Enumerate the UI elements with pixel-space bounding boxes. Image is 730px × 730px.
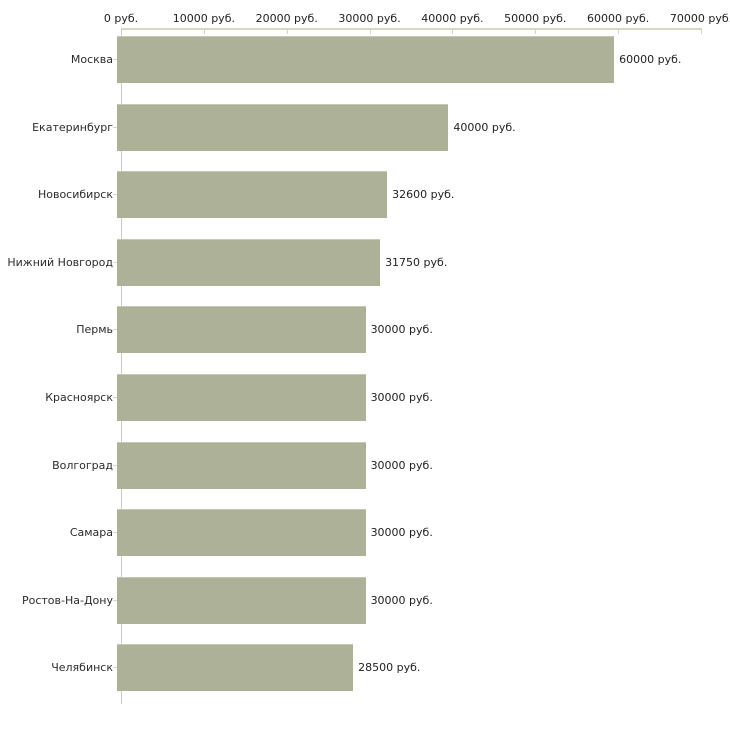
bar-row: Новосибирск 32600 руб. <box>0 165 730 233</box>
category-label: Ростов-На-Дону <box>21 593 113 607</box>
value-label: 30000 руб. <box>370 390 433 404</box>
bar <box>117 644 354 692</box>
value-label: 32600 руб. <box>392 188 455 202</box>
bar <box>117 373 366 421</box>
bar-row: Красноярск 30000 руб. <box>0 368 730 436</box>
x-axis-tick <box>286 30 288 34</box>
bar <box>117 576 366 624</box>
x-axis-tick <box>535 30 537 34</box>
category-label: Москва <box>70 53 113 66</box>
value-label: 28500 руб. <box>358 661 421 675</box>
x-axis-tick <box>618 30 620 34</box>
category-tick <box>113 329 117 331</box>
category-tick <box>113 396 117 398</box>
value-label: 30000 руб. <box>370 593 433 607</box>
category-tick <box>113 599 117 601</box>
category-label: Волгоград <box>52 458 113 472</box>
bar <box>117 171 388 219</box>
value-label: 30000 руб. <box>370 526 433 540</box>
category-tick <box>113 261 117 263</box>
x-axis-tick-label: 40000 руб. <box>421 12 484 25</box>
x-axis-tick-label: 20000 руб. <box>255 12 318 25</box>
x-axis-tick-label: 30000 руб. <box>338 12 401 25</box>
value-label: 40000 руб. <box>453 120 516 134</box>
x-axis-tick-label: 70000 руб. <box>669 12 730 25</box>
bar-row: Нижний Новгород 31750 руб. <box>0 233 730 301</box>
bar <box>117 441 366 489</box>
category-label: Самара <box>69 526 113 540</box>
bar-row: Ростов-На-Дону 30000 руб. <box>0 571 730 639</box>
bar-row: Самара 30000 руб. <box>0 503 730 571</box>
bar <box>117 238 381 286</box>
value-label: 31750 руб. <box>385 255 448 269</box>
x-axis-tick <box>203 30 205 34</box>
category-label: Новосибирск <box>37 188 113 202</box>
bar <box>117 509 366 557</box>
value-label: 60000 руб. <box>619 53 682 66</box>
category-label: Екатеринбург <box>32 120 113 134</box>
bar-rows: Москва 60000 руб. Екатеринбург 40000 руб… <box>0 30 730 706</box>
value-label: 30000 руб. <box>370 323 433 337</box>
category-tick <box>113 194 117 196</box>
category-label: Красноярск <box>45 390 113 404</box>
bar-row: Екатеринбург 40000 руб. <box>0 98 730 166</box>
x-axis-tick-label: 60000 руб. <box>587 12 650 25</box>
x-axis-tick-label: 0 руб. <box>103 12 139 25</box>
category-tick <box>113 59 117 60</box>
category-tick <box>113 532 117 534</box>
x-axis-tick-label: 50000 руб. <box>504 12 567 25</box>
category-tick <box>113 126 117 128</box>
bar-row: Пермь 30000 руб. <box>0 300 730 368</box>
bar-row: Москва 60000 руб. <box>0 30 730 98</box>
bar <box>117 103 449 151</box>
category-label: Пермь <box>76 323 113 337</box>
y-axis-line <box>121 28 122 704</box>
bar <box>117 36 615 83</box>
category-label: Нижний Новгород <box>7 255 113 269</box>
x-axis-tick <box>700 30 702 34</box>
x-axis-tick-label: 10000 руб. <box>172 12 235 25</box>
category-tick <box>113 464 117 466</box>
bar-row: Волгоград 30000 руб. <box>0 436 730 504</box>
category-tick <box>113 667 117 669</box>
bar-row: Челябинск 28500 руб. <box>0 638 730 706</box>
bar <box>117 306 366 354</box>
x-axis-line <box>121 28 702 30</box>
x-axis-tick <box>369 30 371 34</box>
x-axis-tick <box>452 30 454 34</box>
category-label: Челябинск <box>51 661 113 675</box>
value-label: 30000 руб. <box>370 458 433 472</box>
